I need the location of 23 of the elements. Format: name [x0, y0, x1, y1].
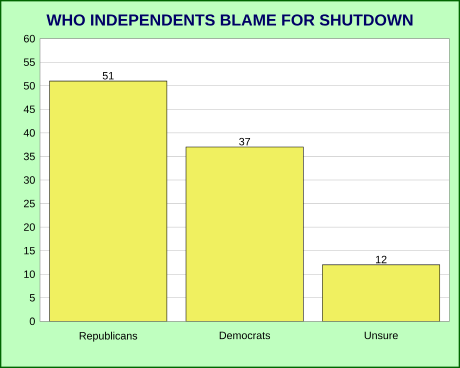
x-tick-label: Unsure — [364, 332, 398, 340]
y-tick-label: 30 — [24, 176, 35, 184]
y-tick-label: 5 — [30, 294, 35, 302]
y-tick-label: 40 — [24, 129, 35, 137]
y-tick-label: 0 — [30, 318, 35, 326]
data-label: 12 — [376, 256, 387, 264]
y-tick-label: 45 — [24, 106, 35, 114]
data-label: 51 — [102, 72, 114, 80]
y-tick-label: 50 — [24, 82, 35, 90]
y-tick-label: 35 — [24, 152, 35, 160]
data-label: 37 — [239, 138, 250, 146]
y-tick-label: 20 — [24, 223, 35, 231]
x-tick-label: Republicans — [80, 332, 138, 342]
x-tick-label: Democrats — [220, 332, 270, 340]
chart-title: WHO INDEPENDENTS BLAME FOR SHUTDOWN — [46, 14, 412, 26]
bar — [322, 264, 440, 322]
bar — [50, 81, 167, 322]
y-tick-label: 10 — [24, 270, 35, 278]
y-tick-label: 25 — [24, 200, 35, 208]
y-tick-label: 55 — [24, 58, 35, 66]
bar — [186, 147, 304, 322]
y-tick-label: 15 — [24, 246, 35, 254]
y-tick-label: 60 — [24, 34, 35, 42]
